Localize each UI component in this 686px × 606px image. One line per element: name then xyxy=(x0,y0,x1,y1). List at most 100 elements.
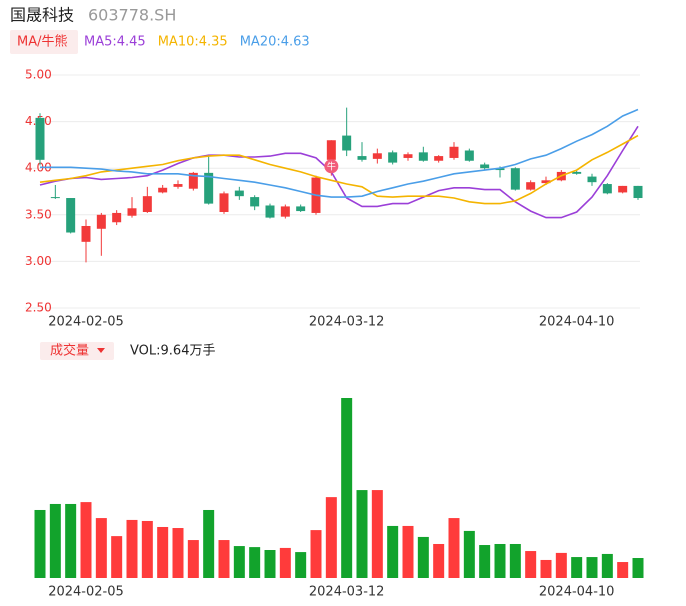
volume-bar xyxy=(371,490,383,578)
dropdown-arrow[interactable] xyxy=(97,348,105,353)
candle-body xyxy=(127,208,137,216)
y-tick-label: 4.00 xyxy=(25,161,52,175)
volume-bar xyxy=(494,543,506,578)
volume-tab[interactable] xyxy=(40,342,114,360)
volume-bar xyxy=(525,551,537,578)
candle-body xyxy=(418,152,428,161)
candle-body xyxy=(81,225,91,242)
volume-bar xyxy=(310,530,322,578)
candle-body xyxy=(234,190,244,197)
volume-bar xyxy=(34,509,46,578)
x-tick-label: 2024-03-12 xyxy=(309,585,385,600)
candle-body xyxy=(173,184,183,187)
candle-body xyxy=(250,197,260,207)
volume-bar xyxy=(356,490,368,578)
candle-body xyxy=(265,205,275,218)
volume-bar xyxy=(49,503,61,578)
candle-body xyxy=(326,140,336,160)
candle-body xyxy=(541,180,551,184)
candle-body xyxy=(464,150,474,161)
candle-body xyxy=(403,154,413,158)
volume-bar xyxy=(264,550,276,578)
candle-body xyxy=(602,184,612,194)
stock-name: 国晟科技 xyxy=(10,6,74,25)
volume-bar xyxy=(555,552,567,578)
volume-bar xyxy=(601,553,613,578)
candle-body xyxy=(158,187,168,193)
y-tick-label: 3.50 xyxy=(25,207,52,221)
volume-bar xyxy=(341,398,353,578)
volume-bar xyxy=(187,540,199,578)
y-tick-label: 2.50 xyxy=(25,301,52,315)
candle-body xyxy=(388,152,398,163)
volume-bar xyxy=(632,558,644,578)
volume-bar xyxy=(279,547,291,578)
volume-bar xyxy=(402,525,414,578)
volume-bar xyxy=(111,536,123,578)
candle-body xyxy=(357,156,367,160)
volume-bar xyxy=(141,520,153,578)
candle-body xyxy=(633,185,643,199)
candle-body xyxy=(280,206,290,217)
candle-body xyxy=(587,176,597,183)
volume-bar xyxy=(126,519,138,578)
volume-bar xyxy=(203,509,215,578)
volume-bar xyxy=(586,557,598,578)
candle-body xyxy=(618,185,628,193)
volume-bar xyxy=(448,518,460,578)
candle-body xyxy=(342,135,352,151)
volume-bar xyxy=(325,497,337,578)
indicator-badge[interactable] xyxy=(10,30,78,54)
candle-body xyxy=(188,172,198,189)
volume-bar xyxy=(433,543,445,578)
candle-body xyxy=(112,212,122,223)
volume-bar xyxy=(95,518,107,578)
x-tick-label: 2024-02-05 xyxy=(48,315,124,330)
indicator-label[interactable]: MA/牛熊 xyxy=(17,34,68,50)
legend-entry: MA5:4.45 xyxy=(84,35,146,50)
volume-tab-label[interactable]: 成交量 xyxy=(50,343,89,359)
volume-bar xyxy=(295,552,307,578)
candle-body xyxy=(142,196,152,213)
volume-label: VOL:9.64万手 xyxy=(130,344,215,359)
annotation-label: 牛 xyxy=(327,161,336,173)
x-tick-label: 2024-04-10 xyxy=(539,585,615,600)
volume-bar xyxy=(172,528,184,578)
y-tick-label: 3.00 xyxy=(25,254,52,268)
volume-bar xyxy=(80,502,92,578)
volume-bar xyxy=(233,546,245,578)
candle-body xyxy=(96,214,106,229)
candle-body xyxy=(372,153,382,159)
x-tick-label: 2024-04-10 xyxy=(539,315,615,330)
volume-bar xyxy=(65,503,77,578)
volume-bar xyxy=(540,559,552,578)
volume-bar xyxy=(249,547,261,578)
candle-body xyxy=(296,206,306,212)
volume-bar xyxy=(218,540,230,578)
candle-body xyxy=(510,168,520,190)
volume-bar xyxy=(509,543,521,578)
volume-bar xyxy=(571,557,583,578)
x-tick-label: 2024-02-05 xyxy=(48,585,124,600)
candle-body xyxy=(526,182,536,190)
volume-bar xyxy=(463,530,475,578)
y-tick-label: 5.00 xyxy=(25,68,52,82)
ma-line xyxy=(39,125,639,219)
legend-entry: MA20:4.63 xyxy=(240,35,310,50)
stock-code: 603778.SH xyxy=(88,6,176,25)
candle-body xyxy=(449,146,459,158)
ma-line xyxy=(40,108,639,198)
candle-body xyxy=(434,156,444,161)
legend-entry: MA10:4.35 xyxy=(158,35,228,50)
volume-bar xyxy=(617,562,629,578)
candle-body xyxy=(50,197,60,199)
volume-bar xyxy=(387,525,399,578)
candle-body xyxy=(66,198,76,233)
ma-line xyxy=(39,134,639,205)
candle-body xyxy=(480,164,490,169)
candle-body xyxy=(495,168,505,171)
candle-body xyxy=(35,117,45,160)
annotation-badge xyxy=(324,159,339,174)
volume-bar xyxy=(417,536,429,578)
